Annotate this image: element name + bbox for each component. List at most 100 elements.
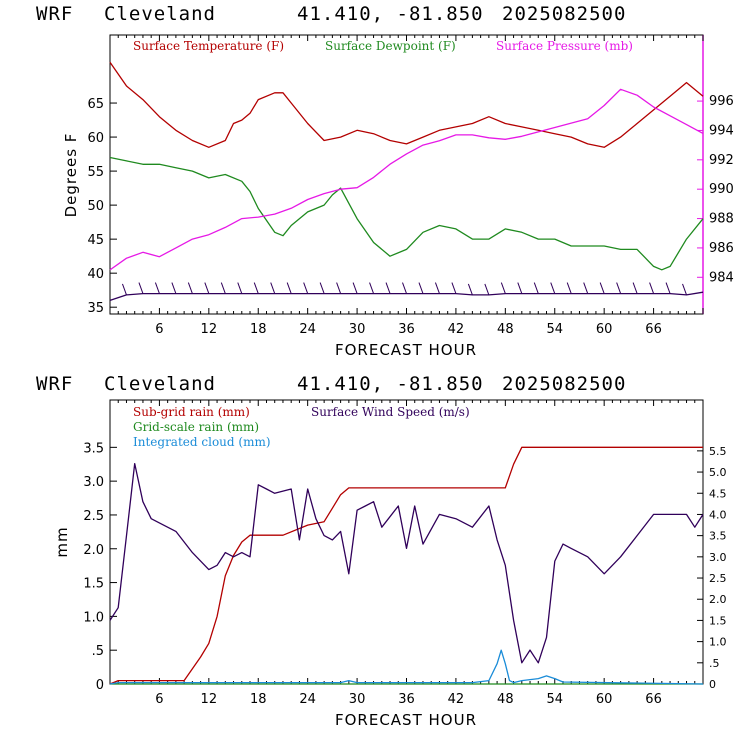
x-tick-label: 66 [645,322,662,337]
panel-2-y-ticks: 0 .5 1.0 1.5 2.0 2.5 3.0 3.5 [83,441,117,693]
wind-barb [665,282,671,294]
y-tick-label: 0 [96,678,104,693]
wind-barb [286,282,292,294]
y-tick-label: 1.5 [83,577,104,592]
x-tick-label: 42 [448,692,465,707]
wind-barb [484,283,490,296]
y2-tick-label: 996 [709,94,734,109]
wind-barb [649,282,655,294]
legend-integrated-cloud: Integrated cloud (mm) [133,435,271,449]
legend-surface-dewpoint: Surface Dewpoint (F) [325,39,456,53]
wind-barb [385,282,391,294]
panel-1-site: Cleveland [104,3,216,25]
y2-tick-label: 986 [709,241,734,256]
y-tick-label: 3.5 [83,441,104,456]
legend-surface-pressure: Surface Pressure (mb) [496,39,633,53]
panel-1-coords: 41.410, -81.850 [297,3,484,25]
panel-2-x-ticks: 6 12 18 24 30 36 42 48 54 60 66 [109,400,704,707]
y2-tick-label: 994 [709,123,734,138]
y2-tick-label: 992 [709,153,734,168]
y2-tick-label: 984 [709,270,734,285]
y2-tick-label: 990 [709,182,734,197]
series-line-sub-grid-rain-mm [109,446,703,685]
panel-2-coords: 41.410, -81.850 [297,373,484,395]
y2-tick-label: 5.0 [709,466,727,479]
panel-1-series [109,61,704,302]
panel-1-y-ticks: 35 40 45 50 55 60 65 [87,97,117,316]
x-tick-label: 12 [201,692,218,707]
x-tick-label: 36 [398,322,415,337]
series-line-surface-wind-speed-m-s [109,462,704,664]
y2-tick-label: 4.0 [709,508,727,521]
wind-barb [682,283,687,296]
y2-tick-label: 2.0 [709,593,727,606]
x-tick-label: 36 [398,692,415,707]
y2-tick-label: 3.5 [709,530,727,543]
x-tick-label: 24 [299,322,316,337]
y2-tick-label: 988 [709,212,734,227]
y-tick-label: 65 [87,97,104,112]
wind-barb [434,282,440,294]
series-line-surface-wind-speed-barbs [109,291,704,302]
legend-sub-grid-rain: Sub-grid rain (mm) [133,405,250,419]
y-tick-label: 2.5 [83,509,104,524]
y-tick-label: 45 [87,233,104,248]
wind-barb [467,283,473,296]
wind-barb [550,282,556,294]
y2-tick-label: 1.5 [709,614,727,627]
x-tick-label: 24 [299,692,316,707]
wind-barb [533,282,539,294]
wind-barb [220,282,226,294]
x-tick-label: 12 [201,322,218,337]
series-line-surface-temperature-f [109,61,704,148]
x-tick-label: 18 [250,322,267,337]
panel-2-model: WRF [36,373,73,395]
panel-1-y-axis-label: Degrees F [62,133,80,218]
panel-2-y2-ticks: 0 .5 1.0 1.5 2.0 2.5 3.0 3.5 4.0 4.5 5.0 5.5 [697,445,727,691]
panel-2-site: Cleveland [104,373,216,395]
series-line-surface-dewpoint-f [109,156,704,271]
y-tick-label: 50 [87,199,104,214]
legend-surface-wind-speed: Surface Wind Speed (m/s) [311,405,470,419]
panel-2-x-axis-label: FORECAST HOUR [335,711,477,729]
x-tick-label: 30 [349,692,366,707]
series-line-surface-pressure-mb [109,88,704,271]
wind-barb [122,283,127,296]
x-tick-label: 48 [497,692,514,707]
y-tick-label: 1.0 [83,610,104,625]
panel-1-model: WRF [36,3,73,25]
y-tick-label: 35 [87,301,104,316]
wind-barb [352,282,358,294]
x-tick-label: 30 [349,322,366,337]
x-tick-label: 42 [448,322,465,337]
wind-barb [517,282,523,294]
x-tick-label: 6 [155,322,163,337]
wind-barb [237,282,243,294]
wind-barb [187,282,193,294]
wind-barb [599,282,605,294]
wind-barb [616,282,622,294]
x-tick-label: 54 [546,322,563,337]
wind-barb [583,282,589,294]
legend-surface-temperature: Surface Temperature (F) [133,39,284,53]
wind-barb [253,282,259,294]
y-tick-label: .5 [92,644,104,659]
legend-grid-scale-rain: Grid-scale rain (mm) [133,420,259,434]
x-tick-label: 48 [497,322,514,337]
x-tick-label: 60 [596,322,613,337]
x-tick-label: 6 [155,692,163,707]
y-tick-label: 55 [87,165,104,180]
wind-barb [303,282,309,294]
panel-2-series [109,446,704,685]
wind-barb [171,282,177,294]
panel-2: WRF Cleveland 41.410, -81.850 2025082500… [36,373,727,729]
y2-tick-label: .5 [709,657,720,670]
wind-barb [500,282,506,294]
y-tick-label: 2.0 [83,543,104,558]
panel-1-x-axis-label: FORECAST HOUR [335,341,477,359]
x-tick-label: 18 [250,692,267,707]
panel-2-y-axis-label: mm [53,526,71,557]
wind-barb [632,282,638,294]
wind-barb [402,282,407,294]
